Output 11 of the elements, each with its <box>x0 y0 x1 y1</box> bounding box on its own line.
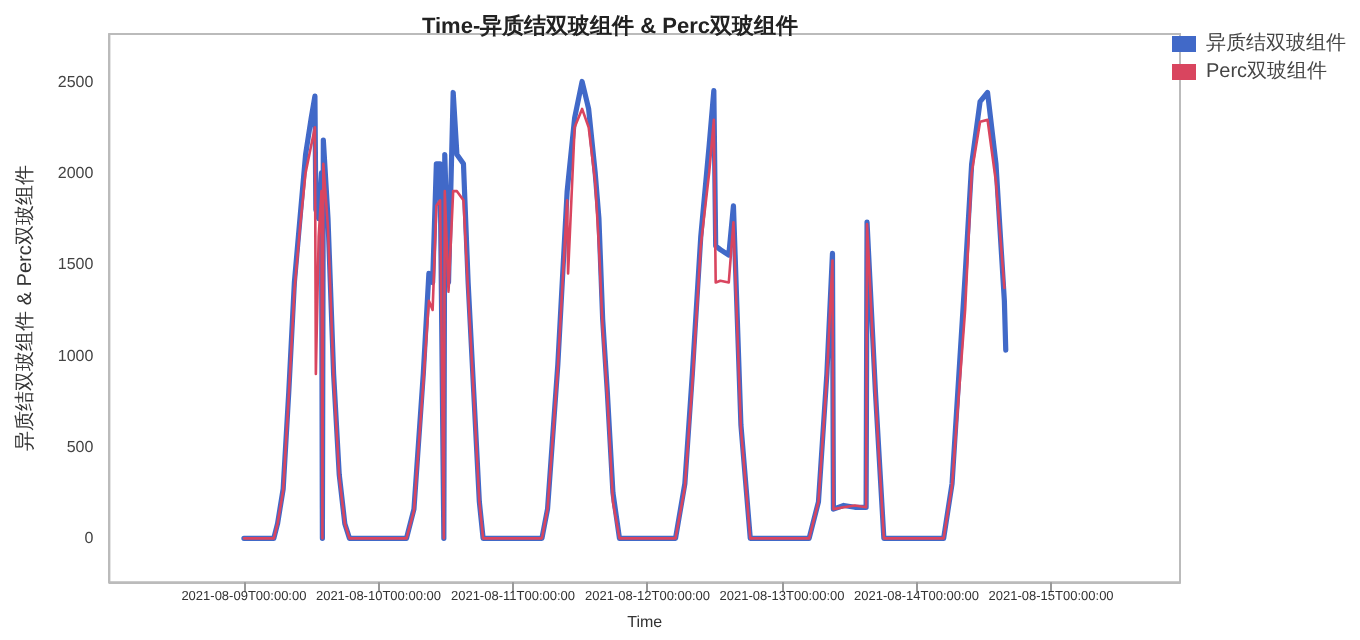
y-tick-label: 2500 <box>57 72 95 91</box>
y-tick-label: 500 <box>66 437 95 456</box>
y-tick-label: 0 <box>84 529 95 548</box>
legend-label: Perc双玻组件 <box>1206 59 1328 83</box>
y-tick-label: 2000 <box>57 163 95 182</box>
y-tick-label: 1000 <box>57 346 95 365</box>
y-axis-title: 异质结双玻组件 & Perc双玻组件 <box>13 165 37 451</box>
x-axis-title: Time <box>627 613 664 631</box>
legend-label: 异质结双玻组件 <box>1206 31 1346 55</box>
chart-title: Time-异质结双玻组件 & Perc双玻组件 <box>421 13 799 39</box>
y-tick-label: 1500 <box>57 255 95 274</box>
